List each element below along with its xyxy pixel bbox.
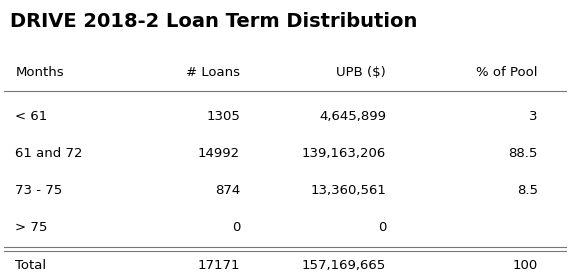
Text: % of Pool: % of Pool — [477, 66, 538, 79]
Text: 73 - 75: 73 - 75 — [15, 184, 63, 197]
Text: > 75: > 75 — [15, 222, 48, 234]
Text: 88.5: 88.5 — [508, 147, 538, 160]
Text: Total: Total — [15, 259, 47, 272]
Text: 874: 874 — [215, 184, 240, 197]
Text: 13,360,561: 13,360,561 — [310, 184, 386, 197]
Text: # Loans: # Loans — [186, 66, 240, 79]
Text: DRIVE 2018-2 Loan Term Distribution: DRIVE 2018-2 Loan Term Distribution — [10, 12, 417, 31]
Text: 61 and 72: 61 and 72 — [15, 147, 83, 160]
Text: UPB ($): UPB ($) — [336, 66, 386, 79]
Text: 0: 0 — [231, 222, 240, 234]
Text: 100: 100 — [512, 259, 538, 272]
Text: 8.5: 8.5 — [517, 184, 538, 197]
Text: 0: 0 — [378, 222, 386, 234]
Text: 17171: 17171 — [198, 259, 240, 272]
Text: 14992: 14992 — [198, 147, 240, 160]
Text: 4,645,899: 4,645,899 — [319, 110, 386, 122]
Text: Months: Months — [15, 66, 64, 79]
Text: 3: 3 — [530, 110, 538, 122]
Text: 139,163,206: 139,163,206 — [302, 147, 386, 160]
Text: 157,169,665: 157,169,665 — [302, 259, 386, 272]
Text: 1305: 1305 — [206, 110, 240, 122]
Text: < 61: < 61 — [15, 110, 48, 122]
